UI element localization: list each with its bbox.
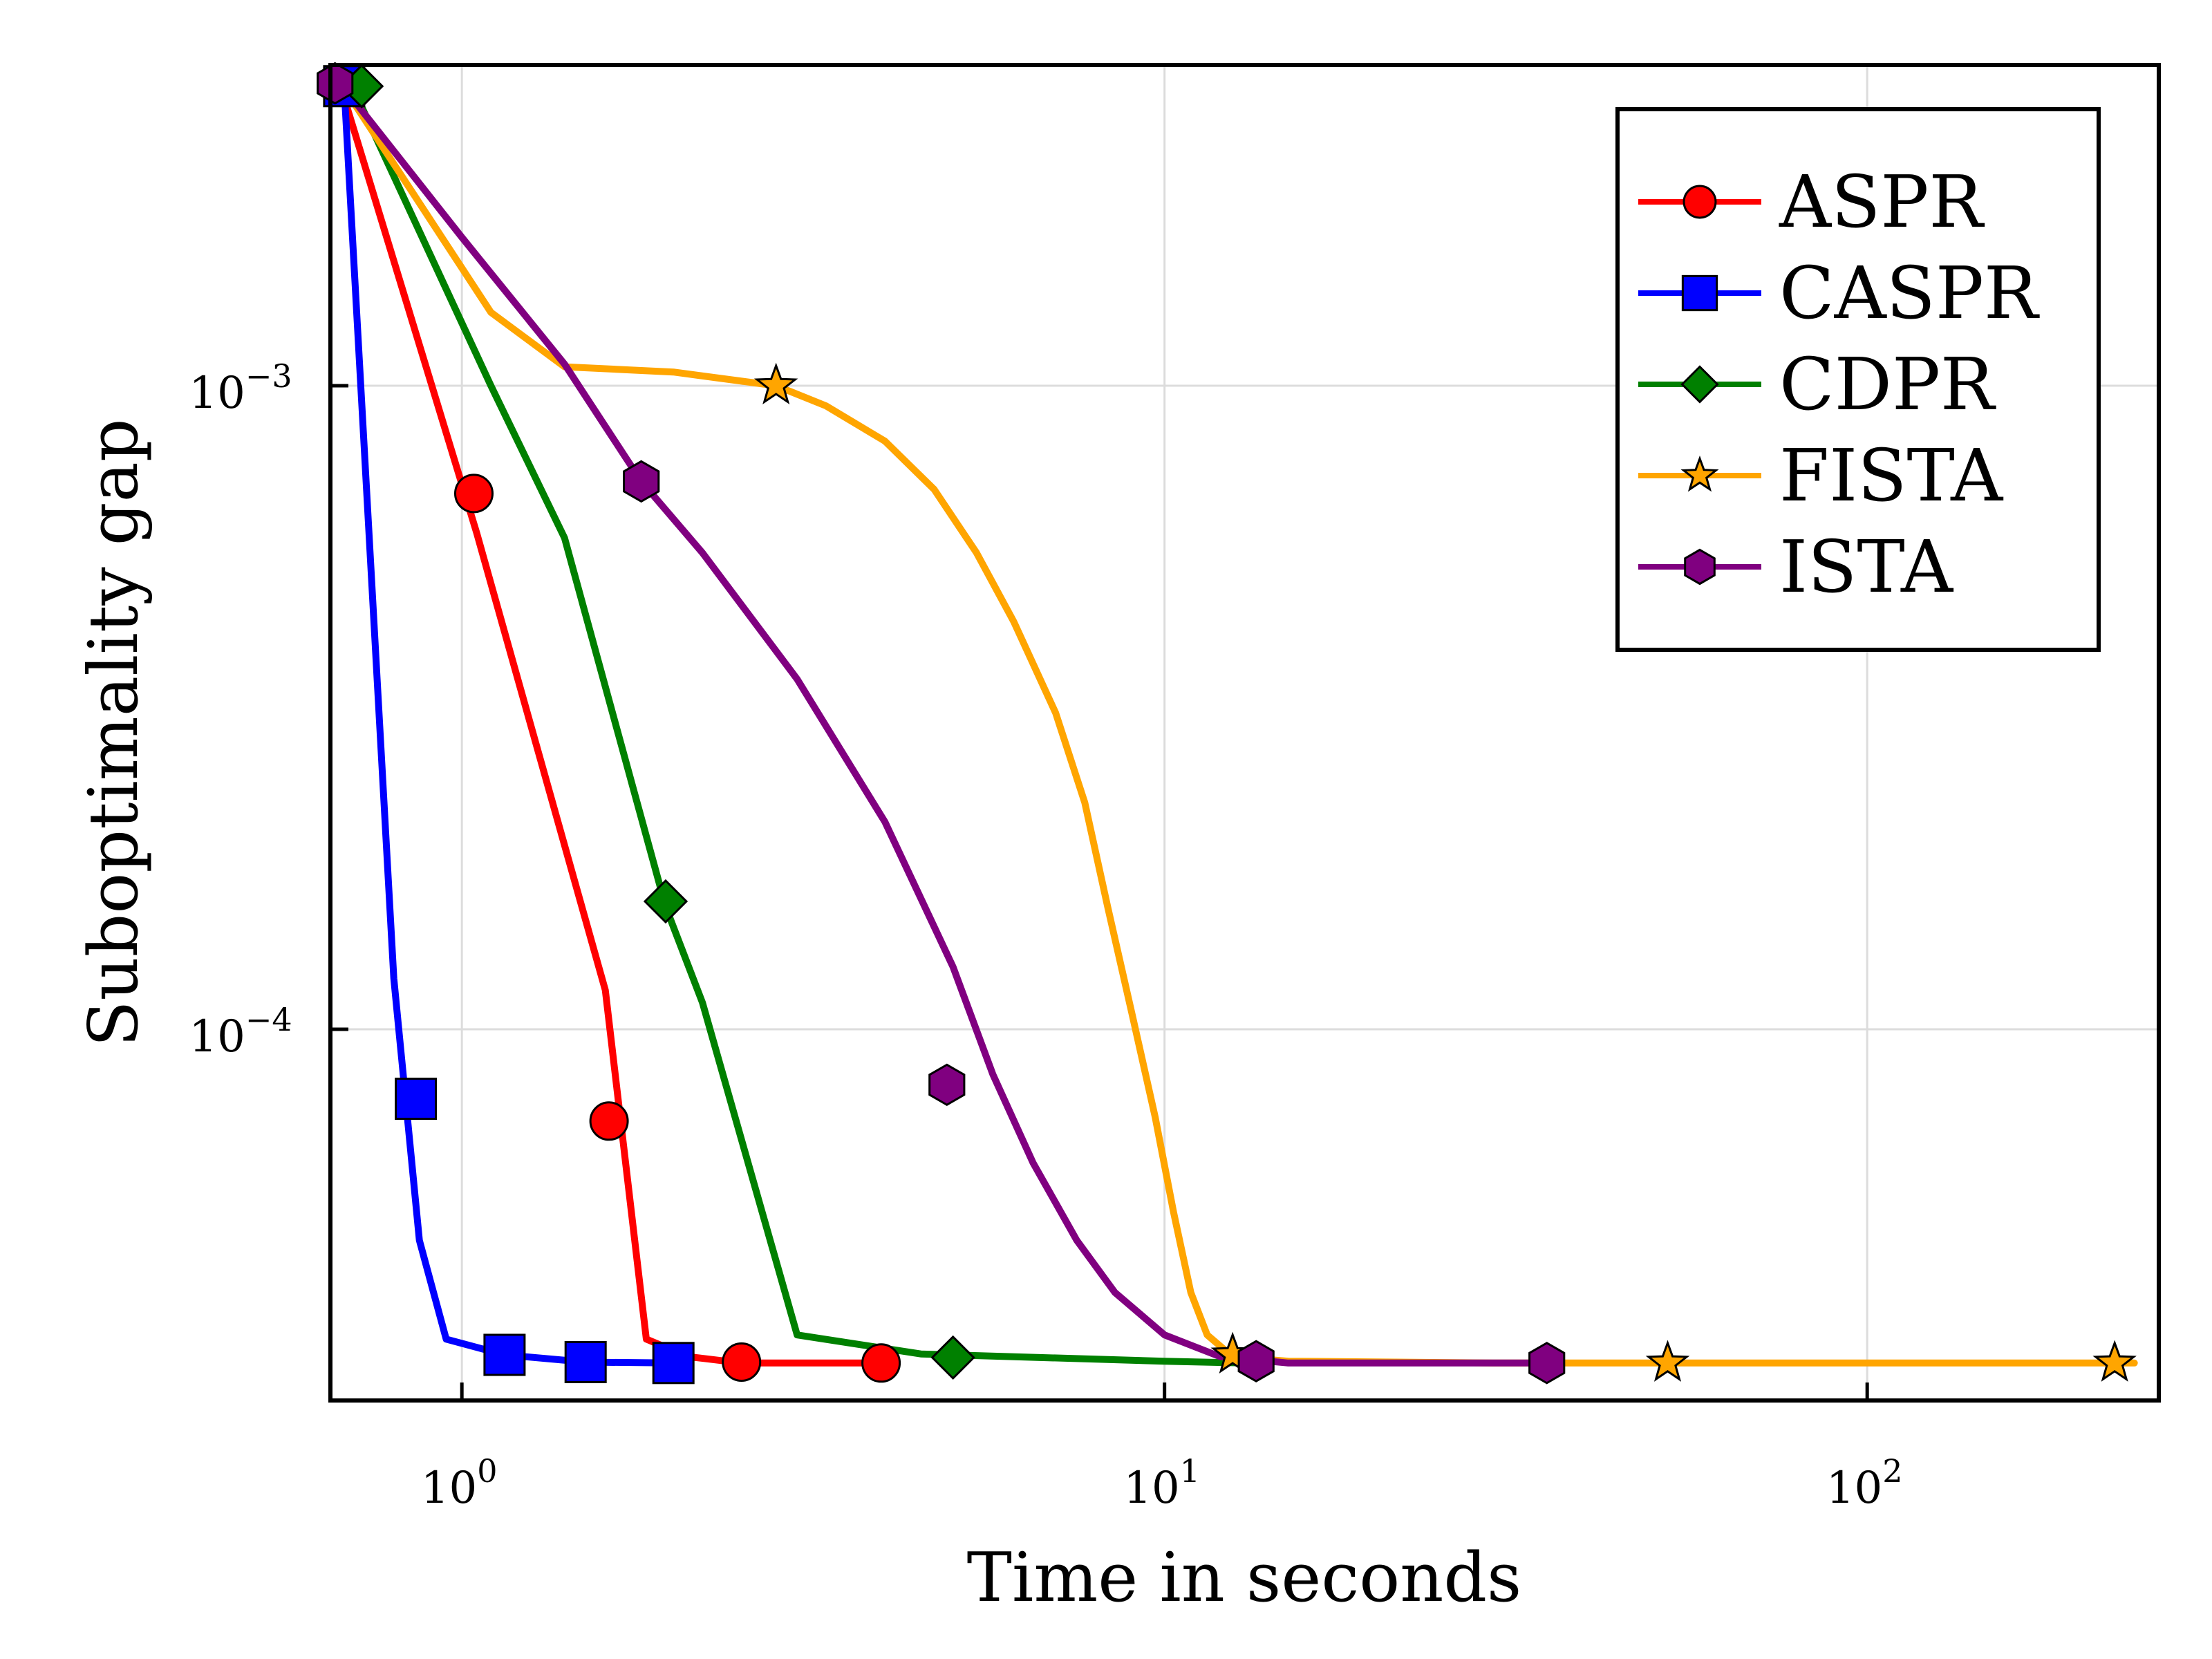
data-point-aspr-shape [456,475,493,512]
data-point-ista [930,1065,964,1105]
data-point-ista-shape [1239,1341,1273,1381]
data-point-aspr-shape [723,1344,760,1381]
data-point-aspr-shape [590,1103,628,1140]
data-point-cdpr-shape [645,881,686,922]
x-tick-base: 10 [421,1463,477,1514]
legend-label: FISTA [1779,433,2004,518]
x-tick-exponent: 0 [477,1452,497,1490]
series-line-cdpr [353,88,1245,1362]
data-point-caspr-shape [653,1343,693,1383]
data-point-cdpr [932,1337,974,1378]
legend-swatch-marker [1683,276,1716,310]
series-ista [344,88,1547,1362]
data-point-fista-shape [2096,1343,2134,1380]
data-point-ista-shape [624,461,659,501]
data-point-ista [318,64,353,104]
series-markers-ista [318,64,1564,1383]
legend-label: CASPR [1779,251,2040,335]
x-tick-label: 101 [1123,1452,1200,1514]
data-point-aspr [863,1344,900,1382]
y-tick-label: 10−3 [189,357,292,419]
data-point-caspr [396,1079,436,1119]
y-axis-label: Suboptimality gap [75,418,153,1047]
legend-label: ASPR [1779,160,1985,244]
data-point-ista [1239,1341,1273,1381]
x-axis-label: Time in seconds [967,1539,1522,1618]
data-point-caspr [653,1343,693,1383]
legend-swatch-marker-shape [1685,550,1715,583]
y-tick-exponent: −4 [245,1001,292,1038]
data-point-caspr-shape [565,1342,606,1382]
data-point-cdpr [645,881,686,922]
data-point-fista [1649,1343,1687,1380]
x-tick-base: 10 [1826,1463,1882,1514]
series-cdpr [353,88,1245,1362]
data-point-aspr-shape [863,1344,900,1382]
data-point-caspr-shape [485,1335,525,1375]
y-tick-exponent: −3 [245,357,292,395]
data-point-aspr [590,1103,628,1140]
data-point-fista-shape [1649,1343,1687,1380]
data-point-aspr [723,1344,760,1381]
x-tick-label: 100 [421,1452,498,1514]
x-tick-base: 10 [1123,1463,1179,1514]
legend-label: CDPR [1779,342,1996,427]
legend: ASPRCASPRCDPRFISTAISTA [1618,109,2099,650]
legend-swatch-marker-shape [1683,276,1716,310]
y-tick-base: 10 [189,368,245,419]
data-point-caspr [485,1335,525,1375]
x-tick-label: 102 [1826,1452,1903,1514]
data-point-aspr [456,475,493,512]
data-point-fista [2096,1343,2134,1380]
legend-swatch-marker [1684,186,1716,218]
data-point-caspr-shape [396,1079,436,1119]
legend-swatch-marker [1685,550,1715,583]
data-point-ista-shape [930,1065,964,1105]
series-line-ista [344,88,1547,1362]
legend-label: ISTA [1779,525,1954,609]
x-tick-exponent: 2 [1882,1452,1902,1490]
data-point-caspr [565,1342,606,1382]
data-point-cdpr-shape [932,1337,974,1378]
y-tick-label: 10−4 [189,1001,292,1062]
y-tick-base: 10 [189,1011,245,1062]
legend-swatch-marker-shape [1684,186,1716,218]
x-tick-exponent: 1 [1180,1452,1200,1490]
data-point-ista-shape [1530,1343,1564,1383]
data-point-ista [624,461,659,501]
data-point-ista [1530,1343,1564,1383]
data-point-fista-shape [757,366,795,402]
data-point-ista-shape [318,64,353,104]
data-point-fista [757,366,795,402]
